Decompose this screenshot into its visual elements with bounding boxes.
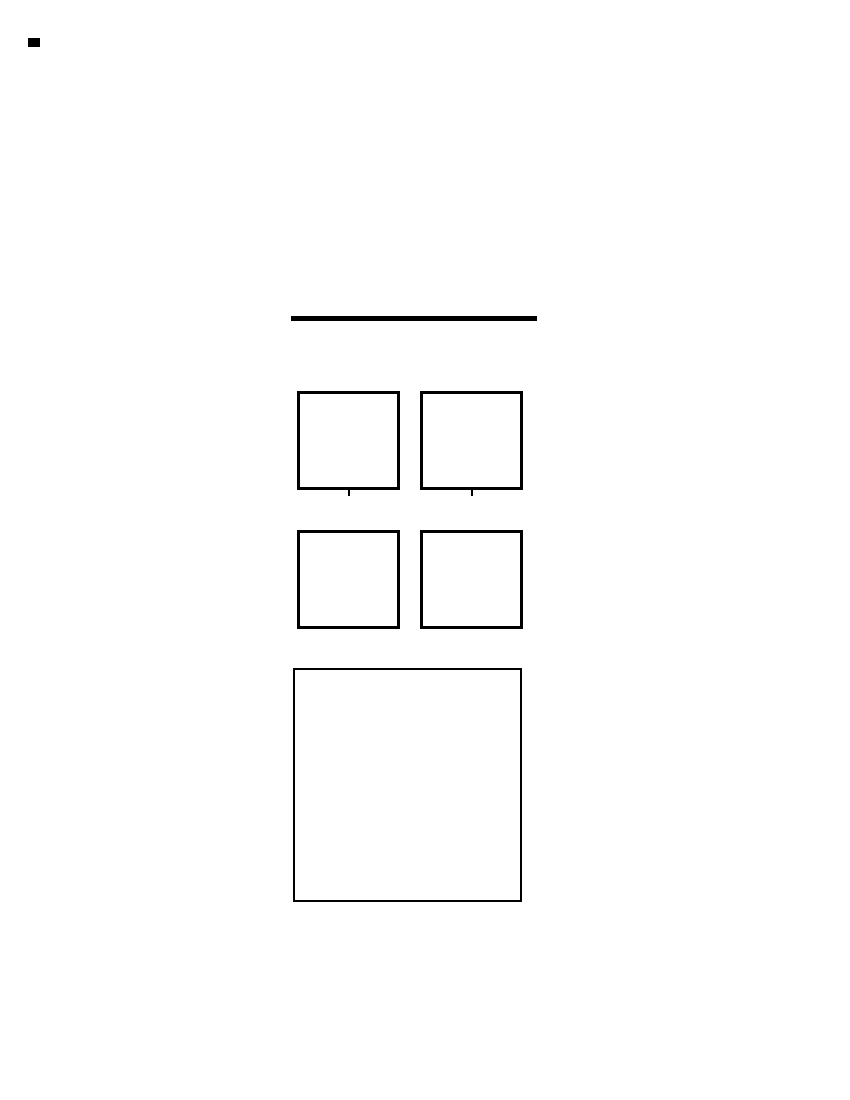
- particle-motion-left: [297, 530, 400, 629]
- particle-motion-right-svg: [423, 533, 520, 626]
- zoom-panel-left: [297, 391, 400, 490]
- zoom-left-svg: [300, 394, 397, 487]
- contour-frame: [293, 668, 522, 902]
- trace-panel: [290, 166, 538, 314]
- particle-motion-right: [420, 530, 523, 629]
- zoom-panel-right: [420, 391, 523, 490]
- corner-mark: [28, 38, 40, 47]
- particle-motion-left-svg: [300, 533, 397, 626]
- trace-waveforms-svg: [290, 166, 538, 314]
- zoom-right-tick: [470, 490, 473, 496]
- zoom-right-svg: [423, 394, 520, 487]
- misfit-contour-canvas: [295, 670, 520, 900]
- zoom-left-tick: [347, 490, 350, 496]
- time-axis-line: [291, 316, 537, 321]
